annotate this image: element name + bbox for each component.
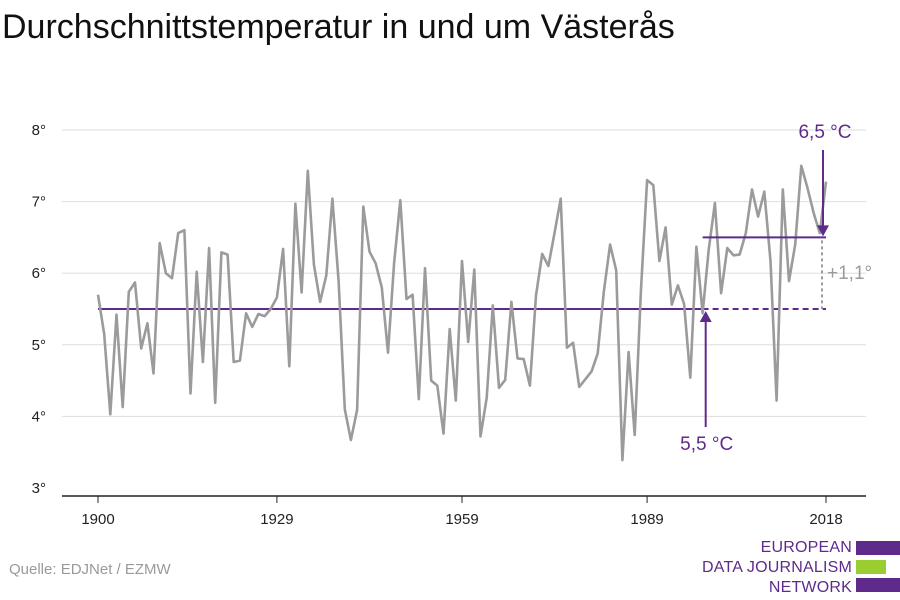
x-tick-label: 1959 <box>445 511 478 528</box>
x-axis: 1900 1929 1959 1989 2018 <box>62 495 866 528</box>
baseline-label: 5,5 °C <box>680 434 733 455</box>
chart-title: Durchschnittstemperatur in und um Väster… <box>2 8 675 46</box>
edjnet-logo: EUROPEAN DATA JOURNALISM NETWORK <box>700 538 900 596</box>
y-tick-label: 7° <box>32 194 46 211</box>
y-tick-label: 8° <box>32 122 46 139</box>
difference-label: +1,1° <box>827 263 872 284</box>
x-tick-label: 1929 <box>260 511 293 528</box>
logo-line: DATA JOURNALISM <box>702 559 852 576</box>
logo-bar <box>856 578 900 592</box>
x-tick-label: 1900 <box>81 511 114 528</box>
logo-line: EUROPEAN <box>760 539 852 556</box>
logo-bar <box>856 560 886 574</box>
recent-mean-label: 6,5 °C <box>798 122 851 143</box>
logo-bar <box>856 541 900 555</box>
y-tick-labels: 3° 4° 5° 6° 7° 8° <box>32 122 46 497</box>
baseline-arrowhead <box>699 311 712 322</box>
x-tick-label: 1989 <box>630 511 663 528</box>
logo-line: NETWORK <box>768 579 852 596</box>
temperature-line <box>96 164 828 462</box>
y-tick-label: 6° <box>32 265 46 282</box>
recent-mean-group <box>699 150 829 427</box>
series-group <box>96 164 828 462</box>
logo-text: EUROPEAN DATA JOURNALISM NETWORK <box>702 538 852 598</box>
source-note: Quelle: EDJNet / EZMW <box>9 561 171 578</box>
y-tick-label: 4° <box>32 408 46 425</box>
recent-mean-arrowhead <box>817 225 829 237</box>
x-tick-label: 2018 <box>809 511 842 528</box>
annotations: 6,5 °C 5,5 °C +1,1° <box>680 122 872 455</box>
y-tick-label: 3° <box>32 480 46 497</box>
y-tick-label: 5° <box>32 337 46 354</box>
